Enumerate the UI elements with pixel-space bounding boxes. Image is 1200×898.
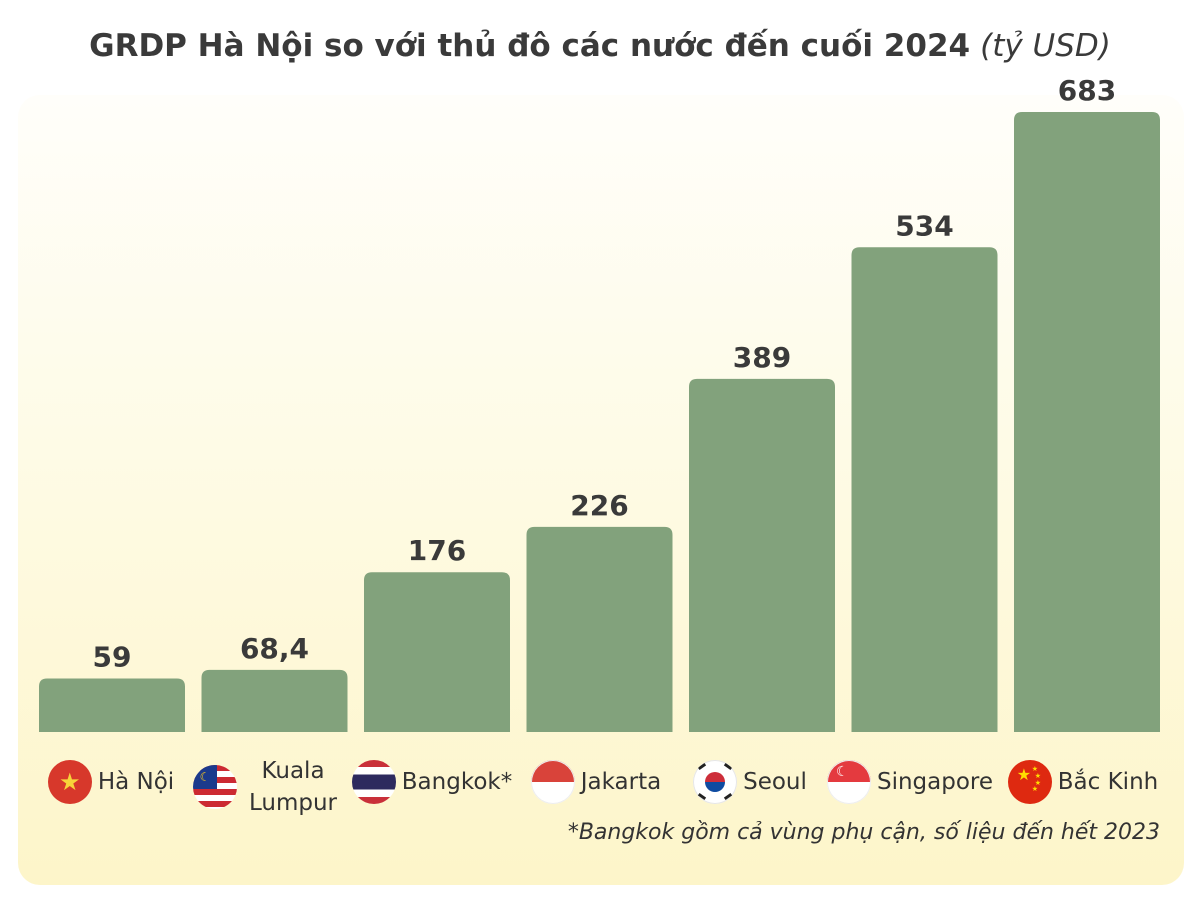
title-unit: (tỷ USD) — [980, 28, 1111, 64]
category-label: Hà Nội — [97, 769, 175, 795]
bar-7 — [1014, 112, 1160, 732]
value-label-3: 176 — [408, 534, 466, 567]
south-korea-flag-icon — [693, 760, 738, 804]
malaysia-flag-icon: ☾ — [193, 765, 237, 809]
thailand-flag-icon — [351, 760, 396, 804]
value-label-4: 226 — [570, 489, 628, 522]
bar-2 — [201, 669, 348, 732]
category-label: Seoul — [743, 769, 807, 795]
title-text: GRDP Hà Nội so với thủ đô các nước đến c… — [89, 28, 971, 64]
category-label: Singapore — [876, 769, 994, 795]
vietnam-flag-icon: ★ — [47, 760, 92, 804]
category-bangkok: Bangkok* — [342, 752, 522, 812]
value-label-5: 389 — [733, 341, 791, 374]
singapore-flag-icon: ☾ — [826, 760, 871, 804]
value-label-7: 683 — [1058, 74, 1116, 107]
category-label: Bangkok* — [401, 769, 513, 795]
chart-title: GRDP Hà Nội so với thủ đô các nước đến c… — [0, 28, 1200, 64]
indonesia-flag-icon — [530, 760, 575, 804]
category-jakarta: Jakarta — [516, 752, 676, 812]
category-bac-kinh: ★ ★ ★ ★ ★ Bắc Kinh — [1000, 752, 1166, 812]
footnote: *Bangkok gồm cả vùng phụ cận, số liệu đế… — [567, 820, 1160, 845]
bar-3 — [364, 572, 510, 732]
value-label-2: 68,4 — [240, 632, 309, 665]
bar-5 — [689, 378, 835, 732]
category-label: Bắc Kinh — [1057, 769, 1159, 795]
category-hanoi: ★ Hà Nội — [30, 752, 192, 812]
category-kuala-lumpur: ☾ Kuala Lumpur — [188, 752, 348, 822]
china-flag-icon: ★ ★ ★ ★ ★ — [1007, 760, 1052, 804]
category-singapore: ☾ Singapore — [820, 752, 1000, 812]
category-seoul: Seoul — [680, 752, 820, 812]
category-label: Jakarta — [580, 769, 662, 795]
category-label: Kuala Lumpur — [248, 758, 338, 816]
bar-1 — [39, 678, 185, 732]
bar-4 — [526, 526, 673, 732]
value-label-6: 534 — [895, 209, 953, 242]
value-label-1: 59 — [93, 640, 132, 673]
bar-6 — [851, 247, 998, 732]
